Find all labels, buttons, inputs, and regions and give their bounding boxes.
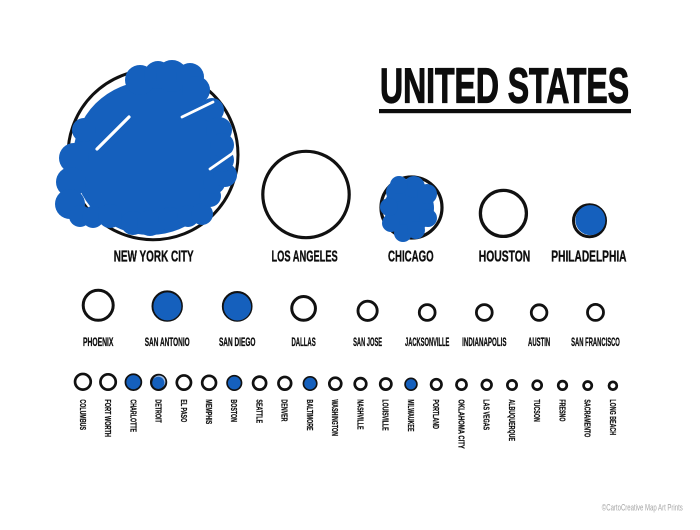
svg-text:SAN JOSE: SAN JOSE — [353, 337, 382, 350]
svg-text:DENVER: DENVER — [279, 399, 289, 422]
svg-text:MILWAUKEE: MILWAUKEE — [406, 399, 416, 431]
svg-text:BOSTON: BOSTON — [229, 399, 239, 422]
svg-text:CHICAGO: CHICAGO — [388, 248, 434, 265]
svg-text:LONG BEACH: LONG BEACH — [607, 399, 617, 435]
svg-text:SACRAMENTO: SACRAMENTO — [582, 399, 592, 437]
svg-text:SAN ANTONIO: SAN ANTONIO — [145, 337, 190, 350]
svg-text:LOS ANGELES: LOS ANGELES — [271, 248, 337, 265]
svg-text:PORTLAND: PORTLAND — [431, 399, 441, 429]
svg-text:WASHINGTON: WASHINGTON — [330, 399, 340, 436]
svg-text:PHILADELPHIA: PHILADELPHIA — [551, 248, 626, 265]
svg-text:SAN FRANCISCO: SAN FRANCISCO — [571, 337, 620, 350]
svg-text:SEATTLE: SEATTLE — [254, 399, 264, 423]
svg-text:COLUMBUS: COLUMBUS — [77, 399, 87, 430]
svg-text:ALBUQUERQUE: ALBUQUERQUE — [507, 399, 517, 441]
svg-text:HOUSTON: HOUSTON — [479, 248, 531, 265]
svg-text:©CartoCreative Map Art Prints: ©CartoCreative Map Art Prints — [602, 503, 683, 513]
svg-text:NEW YORK CITY: NEW YORK CITY — [114, 248, 194, 265]
svg-text:FRESNO: FRESNO — [557, 399, 567, 421]
svg-text:SAN DIEGO: SAN DIEGO — [219, 337, 256, 350]
svg-text:MEMPHIS: MEMPHIS — [204, 399, 214, 424]
svg-text:TUCSON: TUCSON — [532, 399, 542, 421]
svg-text:NASHVILLE: NASHVILLE — [355, 399, 365, 429]
svg-text:LAS VEGAS: LAS VEGAS — [481, 399, 491, 430]
svg-text:CHARLOTTE: CHARLOTTE — [128, 399, 138, 432]
svg-text:FORT WORTH: FORT WORTH — [103, 399, 113, 437]
svg-text:JACKSONVILLE: JACKSONVILLE — [405, 337, 449, 350]
svg-text:PHOENIX: PHOENIX — [83, 337, 114, 350]
svg-text:INDIANAPOLIS: INDIANAPOLIS — [462, 337, 506, 350]
svg-text:AUSTIN: AUSTIN — [528, 337, 550, 350]
svg-text:EL PASO: EL PASO — [178, 399, 188, 422]
svg-text:DALLAS: DALLAS — [291, 337, 315, 350]
svg-text:LOUISVILLE: LOUISVILLE — [380, 399, 390, 430]
svg-text:UNITED STATES: UNITED STATES — [380, 58, 629, 114]
svg-text:BALTIMORE: BALTIMORE — [305, 399, 315, 430]
svg-text:DETROIT: DETROIT — [153, 399, 163, 423]
svg-text:OKLAHOMA CITY: OKLAHOMA CITY — [456, 399, 466, 448]
